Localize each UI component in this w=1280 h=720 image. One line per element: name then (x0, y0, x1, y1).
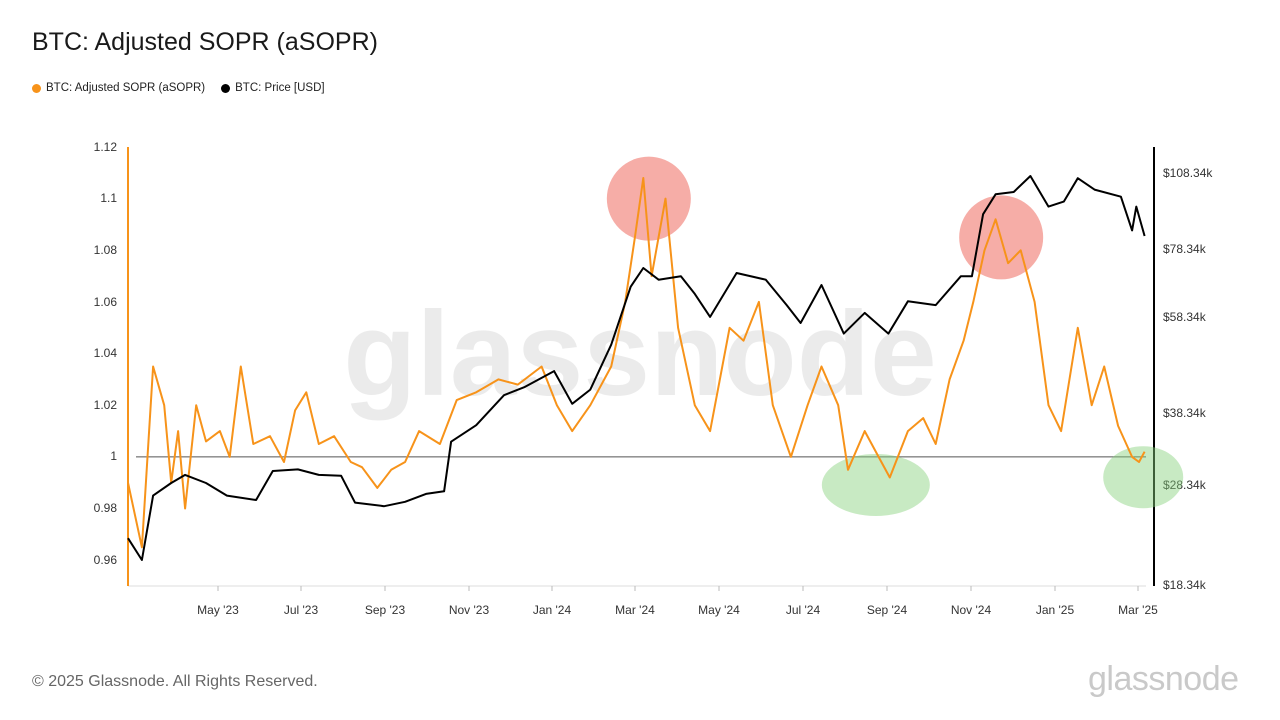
legend-label-price: BTC: Price [USD] (235, 82, 325, 94)
legend-label-sopr: BTC: Adjusted SOPR (aSOPR) (46, 82, 206, 94)
x-tick-label: Jul '23 (284, 603, 319, 617)
x-tick-label: May '24 (698, 603, 740, 617)
y-left-tick-label: 1.12 (94, 140, 118, 154)
y-right-tick-label: $38.34k (1163, 406, 1207, 420)
x-tick-label: May '23 (197, 603, 239, 617)
annotation-top-circle (606, 156, 691, 241)
y-left-tick-label: 1.1 (100, 191, 117, 205)
x-tick-label: Mar '25 (1118, 603, 1158, 617)
x-tick-label: Nov '24 (951, 603, 992, 617)
y-right-tick-label: $28.34k (1163, 478, 1207, 492)
y-left-tick-label: 1.08 (94, 243, 118, 257)
y-right-tick-label: $108.34k (1163, 166, 1213, 180)
y-right-tick-label: $78.34k (1163, 242, 1207, 256)
legend-dot-sopr (32, 83, 41, 93)
series-line-price (127, 175, 1146, 561)
y-left-tick-label: 1.06 (94, 295, 118, 309)
x-tick-label: Mar '24 (615, 603, 655, 617)
chart-legend: BTC: Adjusted SOPR (aSOPR) BTC: Price [U… (32, 82, 325, 94)
series-line-sopr (127, 177, 1146, 549)
x-tick-label: Sep '23 (365, 603, 406, 617)
y-left-tick-label: 1.04 (94, 346, 118, 360)
copyright-text: © 2025 Glassnode. All Rights Reserved. (32, 673, 318, 690)
y-right-tick-label: $18.34k (1163, 578, 1207, 592)
x-tick-label: Nov '23 (449, 603, 490, 617)
page-title: BTC: Adjusted SOPR (aSOPR) (32, 28, 378, 56)
brand-logo-text: glassnode (1088, 660, 1239, 698)
legend-item-sopr[interactable]: BTC: Adjusted SOPR (aSOPR) (32, 82, 205, 94)
x-tick-label: Jan '25 (1036, 603, 1075, 617)
legend-item-price[interactable]: BTC: Price [USD] (221, 82, 325, 94)
watermark-text: glassnode (343, 287, 937, 421)
x-tick-label: Jul '24 (786, 603, 821, 617)
y-left-tick-label: 1.02 (94, 398, 118, 412)
y-left-tick-label: 0.96 (94, 553, 118, 567)
x-tick-label: Sep '24 (867, 603, 908, 617)
x-tick-label: Jan '24 (533, 603, 572, 617)
y-left-tick-label: 1 (110, 449, 117, 463)
annotation-bottom-ellipse (1103, 446, 1184, 509)
y-right-tick-label: $58.34k (1163, 310, 1207, 324)
legend-dot-price (221, 83, 231, 93)
annotation-bottom-ellipse (821, 453, 930, 516)
y-left-tick-label: 0.98 (94, 501, 118, 515)
